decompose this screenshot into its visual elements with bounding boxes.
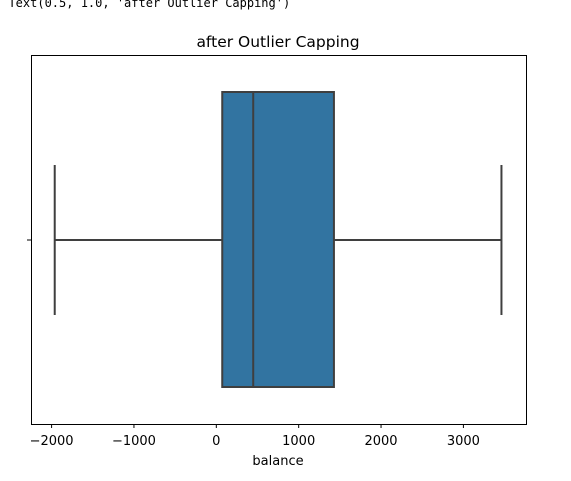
x-tick-label: 1000 xyxy=(282,434,315,449)
x-axis-label: balance xyxy=(252,454,303,469)
x-tick-label: −1000 xyxy=(112,434,156,449)
x-tick-label: 2000 xyxy=(364,434,397,449)
chart-title: after Outlier Capping xyxy=(196,33,359,51)
plot-area xyxy=(55,92,502,387)
x-tick-label: 3000 xyxy=(447,434,480,449)
x-tick-label: 0 xyxy=(212,434,220,449)
x-tick-label: −2000 xyxy=(30,434,74,449)
iqr-box xyxy=(222,92,334,387)
x-axis-ticks: −2000 −1000 0 1000 2000 3000 xyxy=(30,424,480,449)
